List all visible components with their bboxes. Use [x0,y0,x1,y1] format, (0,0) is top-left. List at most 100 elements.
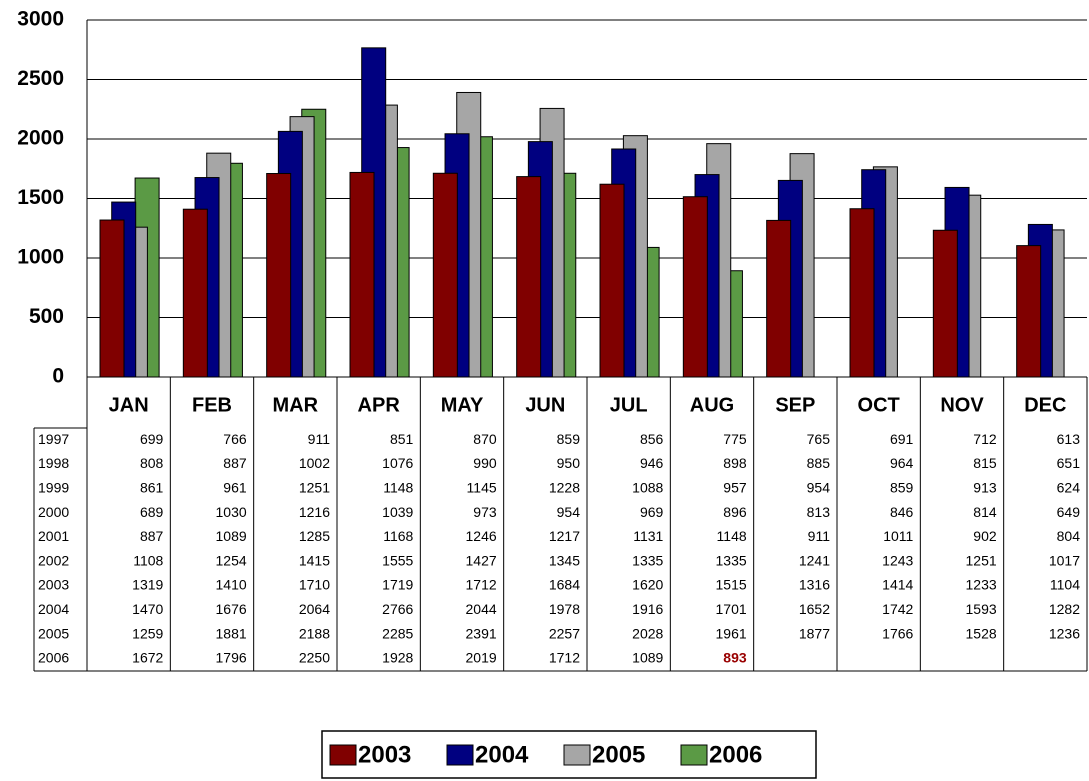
table-cell: 957 [723,479,747,495]
bar [182,208,208,378]
x-tick-label: SEP [775,394,815,416]
table-cell: 973 [473,504,497,520]
table-cell: 2250 [299,650,330,666]
table-cell: 2028 [632,625,663,641]
table-cell: 893 [723,650,747,666]
bar [682,196,708,378]
table-cell: 1039 [382,504,413,520]
x-tick-label: OCT [858,394,900,416]
table-row-label: 2006 [38,650,69,666]
x-tick-label: NOV [940,394,984,416]
x-tick-label: APR [358,394,401,416]
x-tick-label: FEB [192,394,232,416]
y-tick-label: 500 [29,305,64,328]
x-tick-label: AUG [690,394,734,416]
table-cell: 1233 [966,577,997,593]
table-cell: 1285 [299,528,330,544]
table-cell: 1017 [1049,552,1080,568]
table-cell: 1030 [216,504,247,520]
table-cell: 2285 [382,625,413,641]
table-cell: 1928 [382,650,413,666]
table-cell: 1701 [716,601,747,617]
table-cell: 1335 [716,552,747,568]
table-cell: 1652 [799,601,830,617]
table-cell: 1961 [716,625,747,641]
table-cell: 913 [973,479,997,495]
x-tick-label: JUN [525,394,565,416]
table-row-label: 2004 [38,601,69,617]
y-tick-label: 0 [52,365,64,388]
table-cell: 964 [890,455,914,471]
table-row-label: 2003 [38,577,69,593]
table-cell: 765 [807,431,831,447]
y-tick-label: 2000 [17,127,64,150]
table-cell: 2044 [466,601,497,617]
table-cell: 887 [140,528,164,544]
table-cell: 1719 [382,577,413,593]
table-cell: 649 [1057,504,1081,520]
table-cell: 902 [973,528,997,544]
x-tick-label: MAY [441,394,484,416]
legend-label: 2006 [709,741,762,768]
table-cell: 1236 [1049,625,1080,641]
table-cell: 814 [973,504,997,520]
legend-label: 2004 [475,741,529,768]
table-cell: 699 [140,431,164,447]
table-cell: 1259 [132,625,163,641]
table-cell: 990 [473,455,497,471]
table-cell: 1002 [299,455,330,471]
table-cell: 1978 [549,601,580,617]
y-tick-label: 3000 [17,8,64,31]
table-row-label: 2005 [38,625,69,641]
table-cell: 1528 [966,625,997,641]
table-cell: 1076 [382,455,413,471]
y-tick-label: 2500 [17,67,64,90]
table-cell: 1319 [132,577,163,593]
table-cell: 846 [890,504,914,520]
table-cell: 1470 [132,601,163,617]
legend-swatch [563,744,591,766]
table-cell: 1145 [467,479,497,495]
bar [99,219,125,378]
x-tick-label: DEC [1024,394,1066,416]
table-cell: 1712 [549,650,580,666]
table-cell: 1108 [133,552,163,568]
table-cell: 1742 [882,601,913,617]
table-cell: 1427 [466,552,497,568]
table-cell: 954 [807,479,831,495]
table-cell: 691 [890,431,914,447]
table-cell: 1148 [717,528,747,544]
table-row-label: 2000 [38,504,69,520]
table-cell: 766 [223,431,247,447]
table-cell: 613 [1057,431,1081,447]
table-cell: 1251 [299,479,330,495]
table-cell: 1089 [632,650,663,666]
table-cell: 1877 [799,625,830,641]
table-row-label: 1999 [38,479,69,495]
bar [849,208,875,378]
table-cell: 911 [808,528,831,544]
table-cell: 1216 [299,504,330,520]
bar [1016,245,1042,378]
bar [266,173,292,378]
table-cell: 813 [807,504,831,520]
table-cell: 2188 [299,625,330,641]
table-cell: 969 [640,504,664,520]
legend-label: 2005 [592,741,645,768]
table-cell: 1710 [299,577,330,593]
bar [516,176,542,378]
table-cell: 1088 [632,479,663,495]
table-cell: 1254 [216,552,247,568]
x-tick-label: MAR [273,394,319,416]
bar [599,183,625,378]
table-row-label: 2001 [38,528,69,544]
table-cell: 961 [223,479,247,495]
table-cell: 1414 [882,577,913,593]
table-cell: 1243 [882,552,913,568]
table-cell: 954 [557,504,581,520]
table-cell: 775 [723,431,747,447]
table-cell: 911 [308,431,331,447]
bar [766,219,792,378]
table-row-label: 1997 [38,431,69,447]
